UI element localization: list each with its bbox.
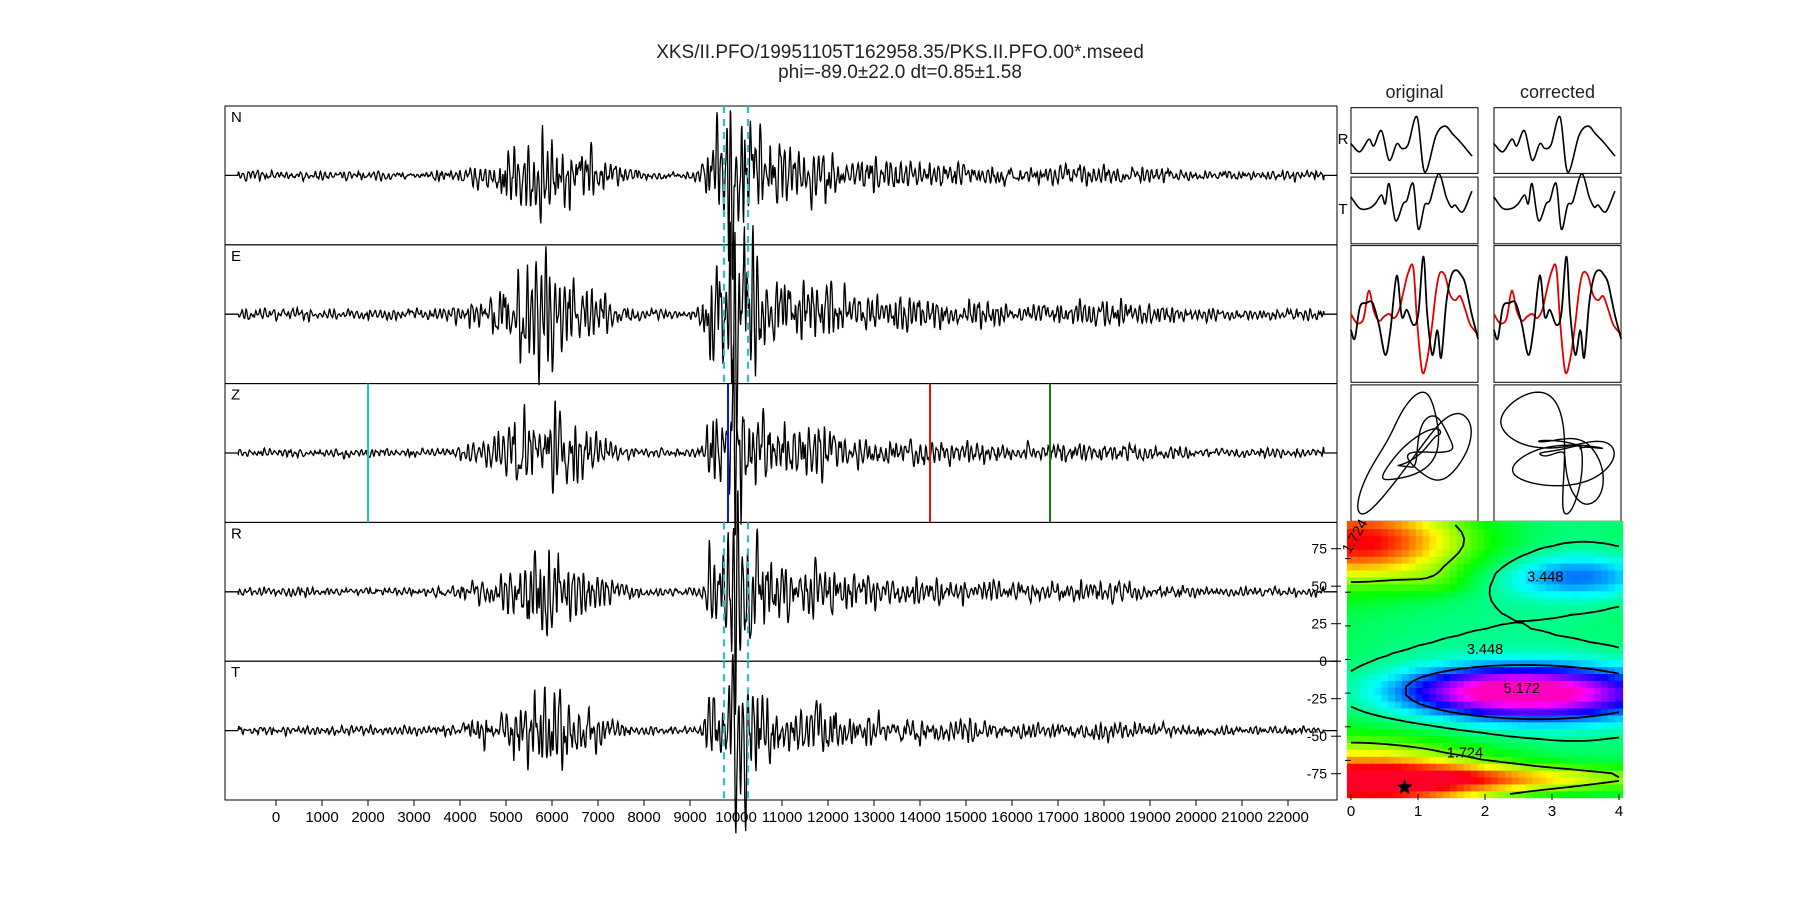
svg-text:25: 25 xyxy=(1311,616,1327,632)
svg-text:5000: 5000 xyxy=(489,809,522,826)
svg-text:6000: 6000 xyxy=(535,809,568,826)
svg-text:3.448: 3.448 xyxy=(1527,570,1563,586)
svg-text:11000: 11000 xyxy=(762,809,803,826)
svg-text:-50: -50 xyxy=(1307,728,1327,744)
svg-text:1.724: 1.724 xyxy=(1447,746,1483,762)
svg-text:12000: 12000 xyxy=(807,809,849,826)
svg-text:0: 0 xyxy=(1319,653,1327,669)
svg-text:75: 75 xyxy=(1311,541,1327,557)
svg-text:1000: 1000 xyxy=(305,809,338,826)
svg-text:R: R xyxy=(231,525,242,542)
svg-text:14000: 14000 xyxy=(899,809,941,826)
svg-text:17000: 17000 xyxy=(1037,809,1079,826)
svg-text:50: 50 xyxy=(1311,578,1327,594)
svg-text:0: 0 xyxy=(1347,803,1355,820)
svg-text:13000: 13000 xyxy=(853,809,895,826)
svg-text:10000: 10000 xyxy=(715,809,757,826)
svg-text:3.448: 3.448 xyxy=(1467,642,1503,658)
svg-text:3: 3 xyxy=(1548,803,1556,820)
svg-text:2: 2 xyxy=(1481,803,1489,820)
svg-text:T: T xyxy=(231,664,240,681)
svg-text:2000: 2000 xyxy=(351,809,384,826)
svg-text:R: R xyxy=(1338,131,1349,148)
svg-text:E: E xyxy=(231,248,241,265)
svg-text:19000: 19000 xyxy=(1129,809,1171,826)
svg-text:21000: 21000 xyxy=(1221,809,1263,826)
svg-text:9000: 9000 xyxy=(673,809,706,826)
svg-text:5.172: 5.172 xyxy=(1504,681,1540,697)
svg-text:Z: Z xyxy=(231,387,240,404)
svg-text:15000: 15000 xyxy=(945,809,987,826)
svg-text:-25: -25 xyxy=(1307,691,1327,707)
svg-text:18000: 18000 xyxy=(1083,809,1125,826)
svg-text:7000: 7000 xyxy=(581,809,614,826)
svg-text:3000: 3000 xyxy=(397,809,430,826)
svg-text:4000: 4000 xyxy=(443,809,476,826)
svg-text:-75: -75 xyxy=(1307,766,1327,782)
svg-text:22000: 22000 xyxy=(1267,809,1309,826)
svg-text:20000: 20000 xyxy=(1175,809,1217,826)
svg-text:16000: 16000 xyxy=(991,809,1033,826)
svg-text:4: 4 xyxy=(1615,803,1623,820)
svg-text:1: 1 xyxy=(1414,803,1422,820)
svg-text:0: 0 xyxy=(272,809,280,826)
svg-text:N: N xyxy=(231,109,242,126)
svg-text:T: T xyxy=(1338,201,1347,218)
svg-text:8000: 8000 xyxy=(627,809,660,826)
